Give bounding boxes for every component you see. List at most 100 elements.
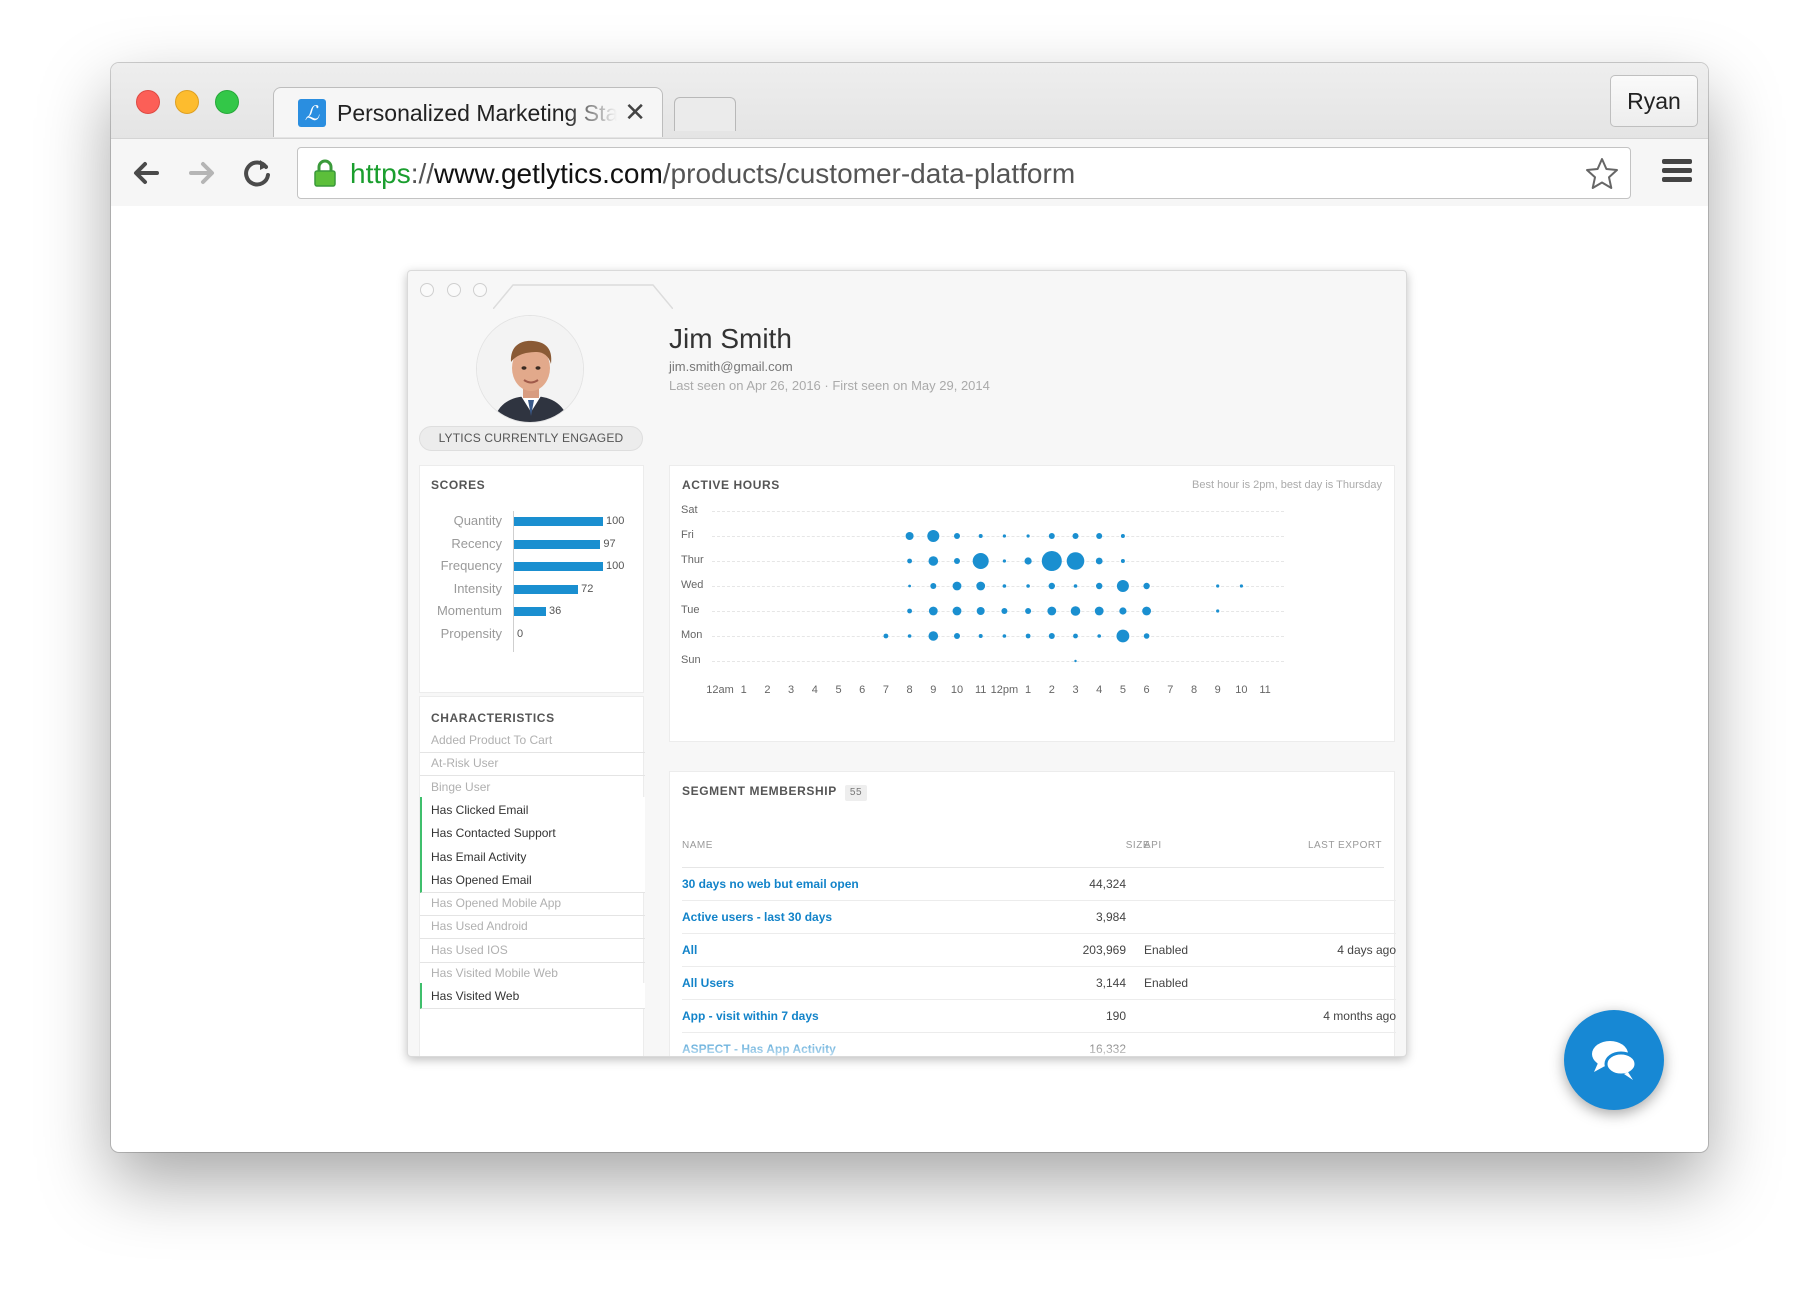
day-label: Wed <box>681 579 704 591</box>
segment-name-link[interactable]: ASPECT - Has App Activity <box>682 1042 836 1056</box>
minimize-window-button[interactable] <box>175 90 199 114</box>
score-label: Frequency <box>440 558 502 573</box>
score-label: Momentum <box>436 603 502 618</box>
activity-dot <box>905 532 914 540</box>
activity-dot <box>1216 584 1220 588</box>
activity-dot <box>907 608 912 614</box>
hour-label: 7 <box>1167 684 1174 696</box>
forward-arrow-icon[interactable] <box>179 151 223 195</box>
hour-label: 11 <box>974 684 987 696</box>
characteristic-item[interactable]: Has Visited Mobile Web <box>420 960 645 986</box>
close-window-button[interactable] <box>136 90 160 114</box>
table-row: App - visit within 7 days 190 4 months ago <box>682 1000 1396 1033</box>
segment-name-link[interactable]: App - visit within 7 days <box>682 1009 819 1023</box>
hour-label: 1 <box>1025 684 1032 696</box>
activity-dot <box>1143 582 1150 590</box>
score-value: 0 <box>517 627 524 640</box>
back-arrow-icon[interactable] <box>125 151 169 195</box>
activity-dot <box>1025 633 1031 639</box>
segment-name-link[interactable]: All Users <box>682 976 735 990</box>
hour-label: 8 <box>1190 684 1198 696</box>
lytics-favicon-icon: ℒ <box>298 99 326 127</box>
activity-dot <box>1025 608 1032 614</box>
segment-size: 3,144 <box>1095 976 1126 990</box>
chat-button[interactable] <box>1564 1010 1664 1110</box>
hour-label: 5 <box>1119 684 1126 696</box>
mockup-dot-icon <box>420 283 434 297</box>
activity-dot <box>978 534 983 538</box>
hamburger-menu-icon[interactable] <box>1662 159 1692 185</box>
browser-tab-active[interactable]: ℒ Personalized Marketing Sta ✕ <box>273 87 663 137</box>
hour-label: 2 <box>1048 684 1055 696</box>
activity-dot <box>1002 634 1007 638</box>
activity-dot <box>1048 633 1055 639</box>
characteristic-item[interactable]: Binge User <box>420 774 645 800</box>
activity-dot <box>928 631 939 641</box>
activity-dot <box>928 556 939 566</box>
activity-dot <box>1066 552 1085 570</box>
activity-dot <box>1095 557 1103 565</box>
column-header-name: NAME <box>682 840 713 851</box>
characteristic-item[interactable]: Has Visited Web <box>420 983 645 1010</box>
activity-dot <box>1120 534 1125 538</box>
mockup-dot-icon <box>447 283 461 297</box>
characteristic-item[interactable]: Has Contacted Support <box>420 820 645 847</box>
browser-toolbar: https://www.getlytics.com/products/custo… <box>111 138 1708 206</box>
column-header-api: API <box>1144 840 1162 851</box>
hour-label: 12pm <box>990 684 1019 696</box>
activity-dot <box>1073 584 1078 588</box>
activity-dot <box>907 634 912 638</box>
segment-membership-title: SEGMENT MEMBERSHIP 55 <box>682 784 868 801</box>
tab-close-icon[interactable]: ✕ <box>624 97 646 127</box>
activity-dot <box>883 633 889 639</box>
characteristic-item[interactable]: Has Clicked Email <box>420 796 645 823</box>
activity-dot <box>1074 659 1077 663</box>
characteristic-item[interactable]: At-Risk User <box>420 750 645 777</box>
gridline <box>712 661 1284 662</box>
gridline <box>712 586 1284 587</box>
profile-button[interactable]: Ryan <box>1610 75 1698 127</box>
segment-name-link[interactable]: 30 days no web but email open <box>682 877 859 891</box>
address-bar[interactable]: https://www.getlytics.com/products/custo… <box>297 147 1631 199</box>
activity-dot <box>1048 582 1055 590</box>
activity-dot <box>1094 606 1104 616</box>
activity-dot <box>976 581 986 591</box>
activity-dot <box>1072 533 1079 539</box>
hour-label: 5 <box>835 684 842 696</box>
engaged-status-badge: LYTICS CURRENTLY ENGAGED <box>419 426 643 451</box>
activity-dot <box>1142 606 1151 616</box>
characteristic-item[interactable]: Has Email Activity <box>420 843 645 870</box>
characteristic-item[interactable]: Has Used IOS <box>420 937 645 963</box>
hour-label: 12am <box>706 684 734 696</box>
gridline <box>712 536 1284 537</box>
score-label: Propensity <box>440 625 502 641</box>
table-row: All 203,969 Enabled 4 days ago <box>682 934 1396 967</box>
score-bar <box>514 584 579 594</box>
new-tab-button[interactable] <box>674 97 736 131</box>
reload-icon[interactable] <box>235 151 279 195</box>
hour-label: 3 <box>788 684 795 696</box>
characteristic-item[interactable]: Has Opened Mobile App <box>420 890 645 917</box>
column-header-last-export: LAST EXPORT <box>1307 840 1382 851</box>
segment-name-link[interactable]: Active users - last 30 days <box>682 910 833 924</box>
active-hours-panel: ACTIVE HOURS Best hour is 2pm, best day … <box>669 465 1395 742</box>
characteristic-item[interactable]: Added Product To Cart <box>420 727 645 753</box>
segment-last-export: 4 months ago <box>1323 1009 1396 1023</box>
segment-api-status: Enabled <box>1144 943 1189 957</box>
activity-dot <box>1024 557 1032 565</box>
score-label: Intensity <box>453 580 502 596</box>
scores-title: SCORES <box>431 478 486 492</box>
score-value: 72 <box>581 582 594 595</box>
characteristic-item[interactable]: Has Opened Email <box>420 866 645 893</box>
browser-titlebar: ℒ Personalized Marketing Sta ✕ Ryan http… <box>111 63 1708 206</box>
hour-label: 9 <box>930 684 937 696</box>
activity-dot <box>1002 534 1006 538</box>
score-label: Recency <box>451 535 502 551</box>
score-value: 100 <box>606 515 625 527</box>
bookmark-star-icon[interactable] <box>1584 156 1620 192</box>
scores-axis <box>513 511 514 652</box>
zoom-window-button[interactable] <box>215 90 239 114</box>
segment-name-link[interactable]: All <box>682 943 698 957</box>
characteristic-item[interactable]: Has Used Android <box>420 913 645 940</box>
avatar <box>476 315 584 423</box>
